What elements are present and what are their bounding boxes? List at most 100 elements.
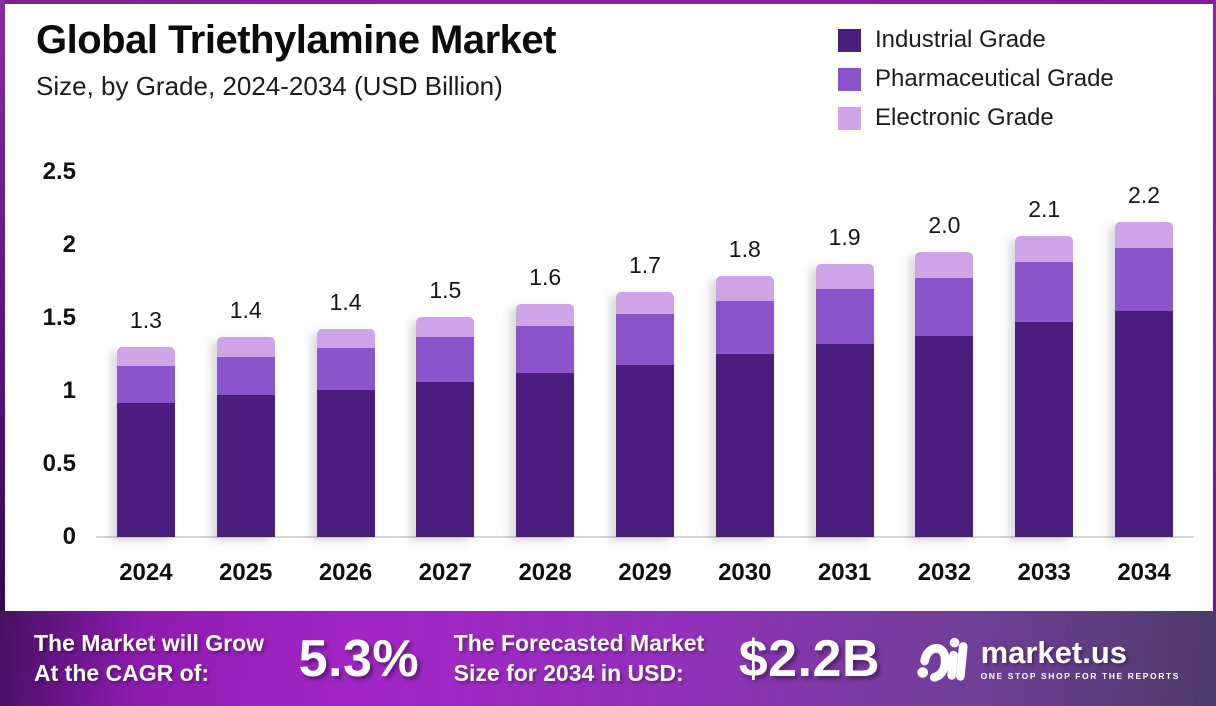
bar-stack (116, 347, 175, 537)
x-axis-labels: 2024 2025 2026 2027 2028 2029 2030 2031 2032 2033… (96, 559, 1194, 587)
x-axis-label: 2029 (618, 559, 672, 586)
forecast-label: The Forecasted Market Size for 2034 in U… (454, 629, 705, 688)
bar-segment-electronic-grade (316, 329, 375, 348)
legend-item: Electronic Grade (838, 104, 1114, 132)
bar-segment-industrial-grade (815, 344, 874, 537)
cagr-value: 5.3% (298, 629, 420, 688)
forecast-label-line2: Size for 2034 in USD: (453, 659, 684, 686)
bar-total-label: 1.8 (728, 236, 761, 262)
bar-segment-pharmaceutical-grade (1115, 248, 1174, 311)
x-axis-label: 2028 (518, 559, 572, 586)
brand-logo: market.us ONE STOP SHOP FOR THE REPORTS (915, 632, 1180, 686)
bar-total-label: 1.6 (529, 264, 562, 290)
bar-column: 2.2 (1094, 182, 1194, 537)
bar-total-label: 1.5 (429, 277, 462, 303)
bar-segment-industrial-grade (615, 365, 674, 537)
bar-stack (1015, 236, 1074, 537)
chart-header: Global Triethylamine Market Size, by Gra… (36, 18, 557, 102)
bar-total-label: 1.9 (828, 224, 861, 250)
bar-column: 1.9 (795, 224, 895, 537)
bar-column: 1.8 (695, 236, 795, 537)
cagr-label: The Market will Grow At the CAGR of: (34, 629, 264, 688)
bar-stack (216, 337, 275, 537)
bar-segment-industrial-grade (1015, 322, 1074, 537)
bar-segment-industrial-grade (416, 382, 475, 537)
bar-segment-industrial-grade (116, 403, 175, 537)
x-axis-label: 2024 (119, 559, 173, 586)
y-tick-label: 0 (62, 523, 76, 550)
market-us-logo-icon (916, 637, 968, 682)
x-axis-label: 2025 (219, 559, 273, 586)
bar-column: 1.4 (296, 289, 396, 537)
bar-stack (915, 252, 974, 537)
bar-segment-electronic-grade (516, 304, 575, 326)
bar-segment-electronic-grade (615, 292, 674, 314)
legend-item: Industrial Grade (838, 26, 1114, 54)
bar-segment-electronic-grade (416, 317, 475, 337)
x-axis-line (96, 536, 1194, 538)
bar-segment-industrial-grade (915, 336, 974, 537)
bar-segment-industrial-grade (216, 395, 275, 537)
brand-text: market.us ONE STOP SHOP FOR THE REPORTS (981, 637, 1180, 681)
y-tick-label: 2 (62, 231, 76, 258)
bar-segment-pharmaceutical-grade (615, 314, 674, 365)
x-axis-label: 2032 (917, 559, 972, 586)
bar-segment-electronic-grade (915, 252, 974, 278)
bar-segment-electronic-grade (216, 337, 275, 357)
bar-total-label: 1.3 (129, 307, 162, 333)
bar-segment-electronic-grade (715, 276, 774, 301)
bar-total-label: 1.4 (329, 289, 362, 315)
bar-column: 1.4 (196, 297, 296, 537)
x-axis-label: 2030 (718, 559, 772, 586)
bar-segment-pharmaceutical-grade (416, 337, 475, 382)
chart-plot-area: 1.3 1.4 1.4 1.5 1.6 1.7 1.8 1.9 2.0 2.1 2.2 (96, 150, 1194, 537)
bar-stack (416, 317, 475, 537)
bar-total-label: 2.1 (1028, 196, 1061, 222)
bar-segment-pharmaceutical-grade (216, 357, 275, 395)
legend-swatch-icon (838, 67, 861, 91)
bar-column: 2.1 (994, 196, 1094, 537)
brand-name: market.us (980, 634, 1128, 670)
footer-banner: The Market will Grow At the CAGR of: 5.3… (0, 611, 1216, 706)
bar-segment-electronic-grade (815, 264, 874, 289)
bar-total-label: 1.7 (628, 252, 661, 278)
x-axis-label: 2033 (1017, 559, 1071, 586)
cagr-label-line1: The Market will Grow (34, 630, 265, 657)
legend-swatch-icon (838, 28, 861, 52)
y-tick-label: 1.5 (42, 304, 76, 331)
legend-label: Pharmaceutical Grade (875, 65, 1114, 92)
page-subtitle: Size, by Grade, 2024-2034 (USD Billion) (36, 71, 503, 101)
bar-segment-electronic-grade (116, 347, 175, 366)
bar-segment-industrial-grade (1115, 311, 1174, 537)
legend-swatch-icon (838, 106, 861, 130)
bar-total-label: 2.0 (928, 212, 961, 238)
chart-legend: Industrial Grade Pharmaceutical Grade Elec… (838, 26, 1114, 132)
frame-border-right (1213, 0, 1216, 611)
bar-segment-pharmaceutical-grade (915, 278, 974, 336)
frame-border-top (0, 0, 1216, 4)
bar-stack (316, 329, 375, 537)
bar-segment-industrial-grade (316, 390, 375, 537)
bar-total-label: 2.2 (1128, 182, 1161, 208)
cagr-label-line2: At the CAGR of: (34, 659, 210, 686)
bar-stack (615, 292, 674, 537)
bar-segment-pharmaceutical-grade (1015, 262, 1074, 322)
bar-segment-electronic-grade (1015, 236, 1074, 262)
y-tick-label: 1 (62, 377, 76, 404)
bar-segment-pharmaceutical-grade (815, 289, 874, 344)
bar-stack (1115, 222, 1174, 537)
bar-segment-industrial-grade (516, 373, 575, 537)
x-axis-label: 2031 (817, 559, 872, 586)
bar-segment-pharmaceutical-grade (316, 348, 375, 390)
legend-label: Industrial Grade (875, 26, 1046, 53)
bar-segment-pharmaceutical-grade (116, 366, 175, 403)
frame-border-left (0, 0, 5, 611)
bar-segment-electronic-grade (1115, 222, 1174, 248)
bar-segment-pharmaceutical-grade (715, 301, 774, 354)
brand-tagline: ONE STOP SHOP FOR THE REPORTS (980, 670, 1180, 681)
bar-column: 1.5 (395, 277, 495, 537)
y-tick-label: 2.5 (42, 158, 76, 185)
bar-stack (516, 304, 575, 537)
bar-segment-industrial-grade (715, 354, 774, 537)
